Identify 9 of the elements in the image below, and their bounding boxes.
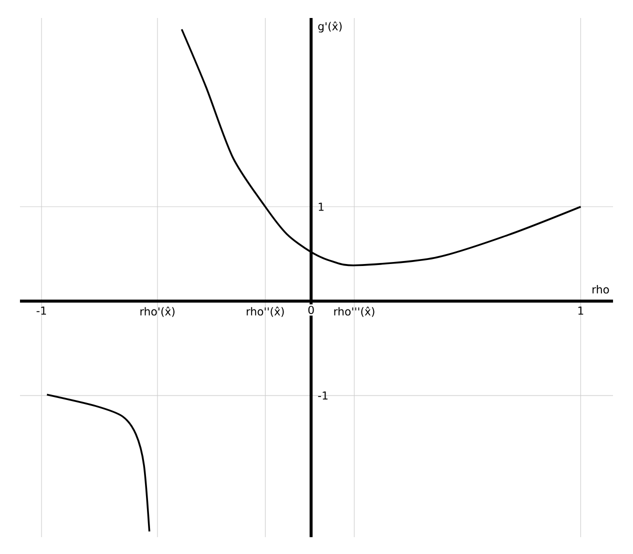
x-tick-label: rho'''(x̂)	[334, 306, 374, 317]
x-axis-title: rho	[592, 285, 609, 294]
line-series	[46, 394, 150, 532]
x-tick-label: -1	[36, 306, 46, 315]
x-tick-label: 1	[578, 306, 584, 315]
x-tick-label: rho''(x̂)	[246, 306, 284, 317]
y-axis-title: g'(x̂)	[318, 21, 342, 32]
x-tick-label: rho'(x̂)	[140, 306, 174, 317]
x-tick-label: 0	[308, 306, 314, 314]
